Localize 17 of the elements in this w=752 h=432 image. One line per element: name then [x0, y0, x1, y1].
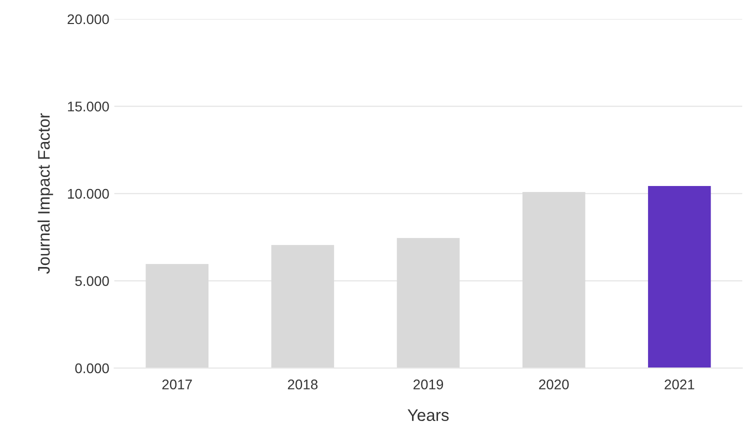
x-axis-title: Years [408, 409, 449, 422]
x-tick-label: 2020 [539, 380, 569, 390]
y-tick-label: 0.000 [75, 363, 109, 374]
bar [522, 192, 586, 368]
x-tick-label: 2021 [664, 380, 694, 390]
y-axis-title: Journal Impact Factor [38, 113, 54, 274]
x-tick-label: 2017 [162, 380, 192, 390]
y-tick-label: 10.000 [68, 188, 109, 199]
y-tick-label: 20.000 [68, 14, 109, 24]
bar [271, 245, 334, 368]
x-tick-label: 2019 [414, 380, 444, 390]
y-tick-label: 15.000 [68, 102, 109, 112]
x-tick-label: 2018 [288, 380, 318, 390]
bar [396, 238, 460, 368]
bar [648, 186, 711, 368]
bar [146, 264, 208, 368]
y-tick-label: 5.000 [75, 276, 109, 286]
